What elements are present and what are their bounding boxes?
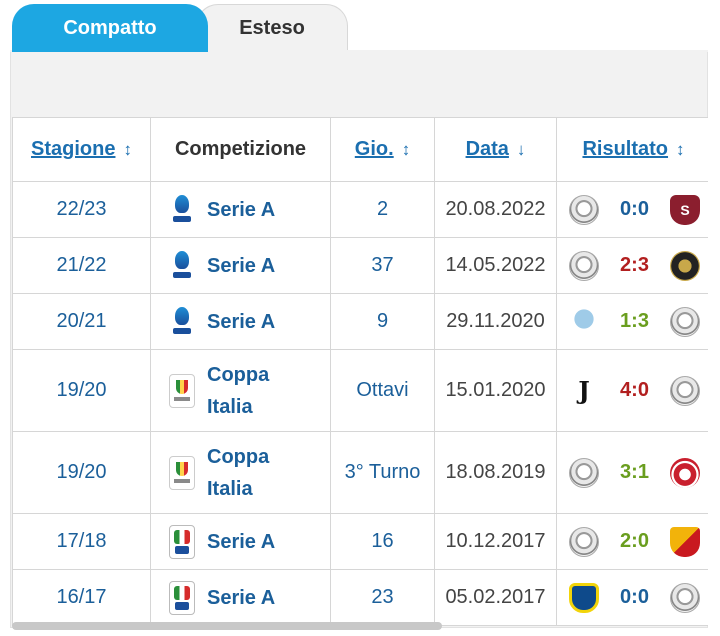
udinese-logo bbox=[569, 526, 599, 557]
date-cell: 05.02.2017 bbox=[434, 569, 557, 626]
matchday-cell: Ottavi bbox=[330, 349, 435, 432]
score-label[interactable]: 0:0 bbox=[620, 198, 649, 220]
season-header-label: Stagione bbox=[31, 138, 116, 160]
result-cell[interactable]: 0:0 bbox=[556, 181, 711, 238]
competition-name: Serie A bbox=[207, 198, 276, 221]
udinese-logo bbox=[569, 457, 599, 488]
competition-cell[interactable]: Serie A bbox=[150, 181, 331, 238]
date-cell: 14.05.2022 bbox=[434, 237, 557, 294]
table-row[interactable]: 19/20 Coppa Italia Ottavi 15.01.2020 J 4… bbox=[12, 349, 711, 432]
result-cell[interactable]: 2:0 bbox=[556, 513, 711, 570]
sort-updown-icon: ↕ bbox=[123, 140, 132, 159]
matchday-cell: 2 bbox=[330, 181, 435, 238]
competition-cell[interactable]: Coppa Italia bbox=[150, 431, 331, 514]
season-cell[interactable]: 17/18 bbox=[12, 513, 151, 570]
score-label[interactable]: 2:3 bbox=[620, 254, 649, 276]
table-row[interactable]: 20/21 Serie A 9 29.11.2020 1:3 bbox=[12, 293, 711, 350]
matchday-cell: 16 bbox=[330, 513, 435, 570]
table-row[interactable]: 16/17 Serie A 23 05.02.2017 0:0 bbox=[12, 569, 711, 626]
date-header-label: Data bbox=[465, 138, 509, 160]
tab-esteso[interactable]: Esteso bbox=[196, 4, 348, 52]
score-label[interactable]: 4:0 bbox=[620, 379, 649, 401]
score-label[interactable]: 1:3 bbox=[620, 310, 649, 332]
table-row[interactable]: 22/23 Serie A 2 20.08.2022 0:0 bbox=[12, 181, 711, 238]
matchday-header[interactable]: Gio. ↕ bbox=[330, 117, 435, 182]
table-header-row: Stagione ↕ Competizione Gio. ↕ Data ↓ Risul… bbox=[12, 117, 711, 182]
result-cell[interactable]: 0:0 bbox=[556, 569, 711, 626]
coppa-italia-icon bbox=[169, 373, 195, 408]
competition-header: Competizione bbox=[150, 117, 331, 182]
matchday-cell: 9 bbox=[330, 293, 435, 350]
competition-name: Serie A bbox=[207, 586, 276, 609]
season-cell[interactable]: 20/21 bbox=[12, 293, 151, 350]
matchday-cell: 37 bbox=[330, 237, 435, 294]
bari-logo bbox=[670, 457, 700, 488]
season-cell[interactable]: 19/20 bbox=[12, 349, 151, 432]
juventus-logo: J bbox=[578, 376, 590, 405]
score-label[interactable]: 0:0 bbox=[620, 586, 649, 608]
date-cell: 10.12.2017 bbox=[434, 513, 557, 570]
competition-cell[interactable]: Coppa Italia bbox=[150, 349, 331, 432]
udinese-logo bbox=[670, 582, 700, 613]
page-edge bbox=[708, 50, 720, 636]
lazio-logo bbox=[569, 306, 599, 337]
competition-name: Coppa Italia bbox=[207, 363, 270, 418]
tab-divider bbox=[10, 50, 708, 52]
date-cell: 29.11.2020 bbox=[434, 293, 557, 350]
date-cell: 18.08.2019 bbox=[434, 431, 557, 514]
season-cell[interactable]: 16/17 bbox=[12, 569, 151, 626]
udinese-logo bbox=[670, 375, 700, 406]
sort-updown-icon: ↕ bbox=[676, 140, 685, 159]
score-label[interactable]: 2:0 bbox=[620, 530, 649, 552]
serie-a-new-icon bbox=[169, 193, 195, 227]
season-cell[interactable]: 22/23 bbox=[12, 181, 151, 238]
serie-a-old-icon bbox=[169, 580, 195, 615]
serie-a-old-icon bbox=[169, 524, 195, 559]
season-header[interactable]: Stagione ↕ bbox=[12, 117, 151, 182]
result-header-label: Risultato bbox=[582, 138, 669, 160]
competition-name: Serie A bbox=[207, 310, 276, 333]
sort-updown-icon: ↕ bbox=[401, 140, 411, 159]
matchday-cell: 23 bbox=[330, 569, 435, 626]
matchday-header-label: Gio. bbox=[354, 138, 394, 160]
tab-compatto[interactable]: Compatto bbox=[12, 4, 208, 52]
result-cell[interactable]: 2:3 bbox=[556, 237, 711, 294]
competition-cell[interactable]: Serie A bbox=[150, 237, 331, 294]
salernitana-logo bbox=[670, 194, 700, 225]
horizontal-scrollbar[interactable] bbox=[12, 622, 442, 630]
table-row[interactable]: 17/18 Serie A 16 10.12.2017 2:0 bbox=[12, 513, 711, 570]
sort-down-icon: ↓ bbox=[516, 140, 526, 159]
competition-name: Serie A bbox=[207, 530, 276, 553]
competition-cell[interactable]: Serie A bbox=[150, 293, 331, 350]
result-header[interactable]: Risultato ↕ bbox=[556, 117, 711, 182]
table-row[interactable]: 21/22 Serie A 37 14.05.2022 2:3 bbox=[12, 237, 711, 294]
result-cell[interactable]: 3:1 bbox=[556, 431, 711, 514]
score-label[interactable]: 3:1 bbox=[620, 461, 649, 483]
season-cell[interactable]: 21/22 bbox=[12, 237, 151, 294]
date-cell: 15.01.2020 bbox=[434, 349, 557, 432]
date-header[interactable]: Data ↓ bbox=[434, 117, 557, 182]
competition-cell[interactable]: Serie A bbox=[150, 513, 331, 570]
competition-cell[interactable]: Serie A bbox=[150, 569, 331, 626]
competition-name: Serie A bbox=[207, 254, 276, 277]
serie-a-new-icon bbox=[169, 249, 195, 283]
result-cell[interactable]: 1:3 bbox=[556, 293, 711, 350]
serie-a-new-icon bbox=[169, 305, 195, 339]
udinese-logo bbox=[569, 194, 599, 225]
matches-table: Stagione ↕ Competizione Gio. ↕ Data ↓ Risul… bbox=[12, 117, 711, 626]
view-tabs: Esteso Compatto bbox=[0, 0, 720, 52]
season-cell[interactable]: 19/20 bbox=[12, 431, 151, 514]
coppa-italia-icon bbox=[169, 455, 195, 490]
udinese-logo bbox=[670, 306, 700, 337]
chievo-logo bbox=[569, 582, 599, 613]
spezia-logo bbox=[670, 250, 700, 281]
competition-name: Coppa Italia bbox=[207, 445, 270, 500]
date-cell: 20.08.2022 bbox=[434, 181, 557, 238]
udinese-logo bbox=[569, 250, 599, 281]
matchday-cell: 3° Turno bbox=[330, 431, 435, 514]
result-cell[interactable]: J 4:0 bbox=[556, 349, 711, 432]
table-row[interactable]: 19/20 Coppa Italia 3° Turno 18.08.2019 3… bbox=[12, 431, 711, 514]
benevento-logo bbox=[670, 526, 700, 557]
